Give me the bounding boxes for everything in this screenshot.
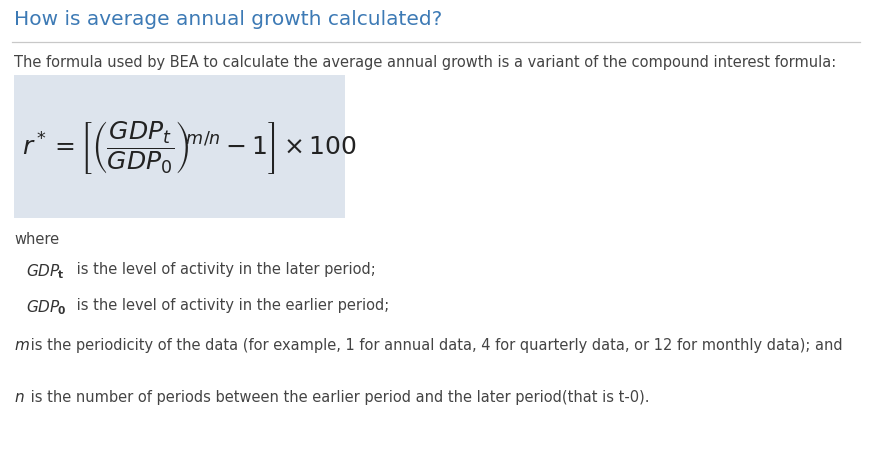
FancyBboxPatch shape xyxy=(14,75,345,218)
Text: is the number of periods between the earlier period and the later period(that is: is the number of periods between the ear… xyxy=(26,390,650,405)
Text: $\mathbf{\mathit{m}}$: $\mathbf{\mathit{m}}$ xyxy=(14,338,30,353)
Text: How is average annual growth calculated?: How is average annual growth calculated? xyxy=(14,10,443,29)
Text: $\mathbf{\mathit{n}}$: $\mathbf{\mathit{n}}$ xyxy=(14,390,24,405)
Text: is the level of activity in the earlier period;: is the level of activity in the earlier … xyxy=(72,298,389,313)
Text: where: where xyxy=(14,232,59,247)
Text: $\mathit{r}^* = \left[\left(\dfrac{\mathit{GDP}_t}{\mathit{GDP}_0}\right)^{\!\!\: $\mathit{r}^* = \left[\left(\dfrac{\math… xyxy=(22,120,357,177)
Text: $\mathbf{\mathit{GDP}}_{\!\mathbf{0}}$: $\mathbf{\mathit{GDP}}_{\!\mathbf{0}}$ xyxy=(26,298,66,317)
Text: $\mathbf{\mathit{GDP}}_{\!\mathbf{t}}$: $\mathbf{\mathit{GDP}}_{\!\mathbf{t}}$ xyxy=(26,262,64,281)
Text: is the level of activity in the later period;: is the level of activity in the later pe… xyxy=(72,262,375,277)
Text: The formula used by BEA to calculate the average annual growth is a variant of t: The formula used by BEA to calculate the… xyxy=(14,55,836,70)
Text: is the periodicity of the data (for example, 1 for annual data, 4 for quarterly : is the periodicity of the data (for exam… xyxy=(26,338,842,353)
